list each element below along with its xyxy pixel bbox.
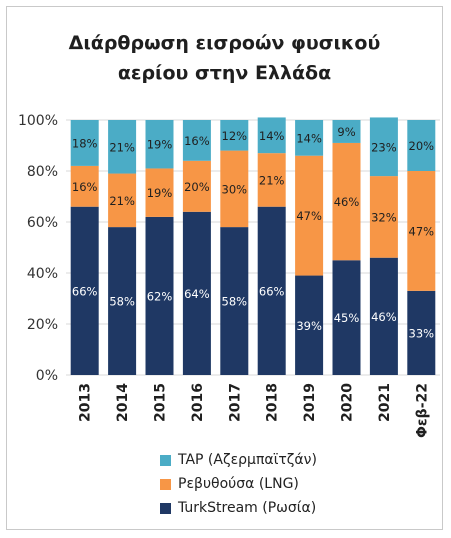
data-label-tap: 14% <box>296 131 322 145</box>
x-tick-label: Φεβ-22 <box>414 383 430 438</box>
data-label-tap: 9% <box>337 125 355 139</box>
chart-title-line-2: αερίου στην Ελλάδα <box>117 62 332 84</box>
chart-title-line-1: Διάρθρωση εισροών φυσικού <box>68 32 381 54</box>
bar-segment-lng <box>295 155 324 276</box>
data-label-turkstream: 66% <box>259 284 285 298</box>
bar-segment-turkstream <box>295 275 324 375</box>
bar-segment-turkstream <box>70 206 99 375</box>
bar-segment-turkstream <box>332 260 361 375</box>
x-tick-label: 2018 <box>265 383 281 422</box>
bar-segment-tap <box>182 120 211 161</box>
bar-segment-tap <box>369 117 398 177</box>
bar-segment-tap <box>407 120 436 171</box>
data-label-turkstream: 39% <box>296 319 322 333</box>
bar-segment-turkstream <box>108 227 137 375</box>
y-tick-label: 100% <box>18 113 58 129</box>
data-label-lng: 19% <box>147 186 173 200</box>
data-label-tap: 14% <box>259 129 285 143</box>
bar-segment-lng <box>220 150 249 228</box>
bar-segment-lng <box>108 173 137 228</box>
y-tick-label: 40% <box>27 266 58 282</box>
legend-item-tap: TAP (Αζερμπαϊτζάν) <box>160 448 317 472</box>
y-tick-label: 20% <box>27 317 58 333</box>
data-label-lng: 32% <box>371 210 397 224</box>
data-label-turkstream: 62% <box>147 289 173 303</box>
data-label-lng: 47% <box>296 209 322 223</box>
bar-segment-lng <box>70 165 99 207</box>
data-label-turkstream: 58% <box>222 295 248 309</box>
x-tick-label: 2019 <box>302 383 318 422</box>
legend-label-turkstream: TurkStream (Ρωσία) <box>178 500 317 516</box>
chart-frame <box>6 6 443 530</box>
data-label-turkstream: 64% <box>184 287 210 301</box>
bar-segment-tap <box>145 120 174 169</box>
data-label-turkstream: 46% <box>371 310 397 324</box>
legend-swatch-tap <box>160 454 171 466</box>
bar-segment-lng <box>407 171 436 291</box>
bar-segment-tap <box>295 120 324 156</box>
bar-segment-turkstream <box>407 290 436 375</box>
legend-item-turkstream: TurkStream (Ρωσία) <box>160 496 317 520</box>
bar-segment-lng <box>369 176 398 258</box>
x-tick-label: 2021 <box>377 383 393 422</box>
bar-segment-lng <box>145 168 174 217</box>
data-label-turkstream: 45% <box>334 311 360 325</box>
bar-segment-lng <box>257 153 286 207</box>
y-tick-label: 60% <box>27 215 58 231</box>
data-label-lng: 16% <box>72 180 98 194</box>
data-label-tap: 20% <box>409 139 435 153</box>
bar-segment-turkstream <box>257 206 286 375</box>
legend-swatch-turkstream <box>160 502 171 514</box>
data-label-turkstream: 58% <box>109 295 135 309</box>
x-tick-label: 2016 <box>190 383 206 422</box>
bar-segment-lng <box>332 142 361 261</box>
x-tick-label: 2014 <box>115 383 131 422</box>
data-label-lng: 20% <box>184 180 210 194</box>
data-label-tap: 21% <box>109 140 135 154</box>
bar-segment-tap <box>70 120 99 166</box>
bar-segment-turkstream <box>145 216 174 375</box>
data-label-turkstream: 33% <box>409 326 435 340</box>
x-tick-label: 2015 <box>153 383 169 422</box>
x-tick-label: 2017 <box>227 383 243 422</box>
x-tick-label: 2020 <box>340 383 356 422</box>
legend-label-tap: TAP (Αζερμπαϊτζάν) <box>178 452 317 468</box>
data-label-tap: 23% <box>371 140 397 154</box>
data-label-lng: 21% <box>109 194 135 208</box>
data-label-tap: 12% <box>222 129 248 143</box>
legend-label-lng: Ρεβυθούσα (LNG) <box>178 476 299 492</box>
x-tick-label: 2013 <box>78 383 94 422</box>
data-label-lng: 30% <box>222 182 248 196</box>
data-label-tap: 16% <box>184 134 210 148</box>
bar-segment-turkstream <box>220 227 249 375</box>
bar-segment-turkstream <box>182 211 211 375</box>
legend-item-lng: Ρεβυθούσα (LNG) <box>160 472 317 496</box>
chart-legend: TAP (Αζερμπαϊτζάν) Ρεβυθούσα (LNG) TurkS… <box>160 448 317 520</box>
data-label-lng: 21% <box>259 173 285 187</box>
data-label-turkstream: 66% <box>72 284 98 298</box>
bar-segment-tap <box>332 120 361 143</box>
data-label-lng: 46% <box>334 195 360 209</box>
stacked-bar-chart: 0% 20% 40% 60% 80% 100% 66% 16% 18% 2013 58% 21% 21%… <box>18 113 440 438</box>
data-label-tap: 18% <box>72 136 98 150</box>
bar-segment-turkstream <box>369 257 398 375</box>
y-tick-label: 80% <box>27 164 58 180</box>
legend-swatch-lng <box>160 478 171 490</box>
y-tick-label: 0% <box>36 368 58 384</box>
data-label-lng: 47% <box>409 224 435 238</box>
bar-segment-tap <box>108 120 137 174</box>
bar-segment-lng <box>182 160 211 212</box>
data-label-tap: 19% <box>147 138 173 152</box>
bar-segment-tap <box>220 120 249 151</box>
bar-segment-tap <box>257 117 286 154</box>
